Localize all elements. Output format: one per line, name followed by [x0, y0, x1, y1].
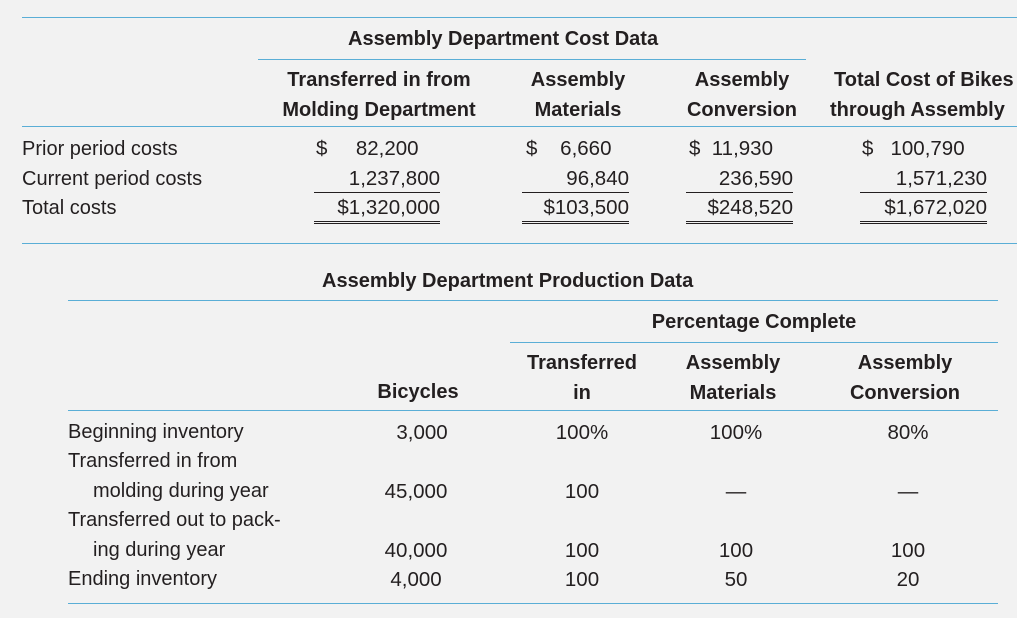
cost-cell-total: $103,500 [522, 196, 629, 224]
production-cell-assembly-conversion: 80% [887, 421, 929, 444]
cost-top-rule [22, 17, 1017, 18]
production-table-title: Assembly Department Production Data [322, 270, 694, 292]
production-cell-assembly-materials: 50 [724, 568, 748, 591]
production-row-label: Transferred out to pack- [68, 509, 281, 531]
production-title-rule [68, 300, 998, 301]
production-cell-assembly-materials: — [725, 480, 747, 503]
production-row-label: Beginning inventory [68, 421, 244, 443]
production-cell-bicycles: 40,000 [384, 539, 448, 562]
cost-col-header-assembly-conversion: Assembly Conversion [686, 69, 798, 121]
production-bottom-rule [68, 603, 998, 604]
cost-cell: $ 6,660 [526, 137, 612, 160]
cost-bottom-rule [22, 243, 1017, 244]
production-row-label-cont: molding during year [93, 480, 269, 502]
production-col-header-assembly-conversion: Assembly Conversion [849, 352, 961, 404]
cost-row-label-prior: Prior period costs [22, 138, 178, 160]
cost-col-header-transferred-in: Transferred in from Molding Department [282, 69, 476, 121]
production-cell-bicycles: 4,000 [390, 568, 442, 591]
cost-cell: $ 100,790 [862, 137, 965, 160]
production-cell-bicycles: 45,000 [384, 480, 448, 503]
production-col-header-bicycles: Bicycles [377, 381, 459, 403]
cost-cell: $ 82,200 [316, 137, 419, 160]
production-cell-assembly-materials: 100% [709, 421, 763, 444]
production-cell-transferred-in: 100 [564, 480, 600, 503]
cost-row-label-total: Total costs [22, 197, 117, 219]
production-header-rule [68, 410, 998, 411]
cost-col-header-assembly-materials: Assembly Materials [530, 69, 626, 121]
cost-col-header-total-cost: Total Cost of Bikes through Assembly [830, 69, 1014, 121]
production-col-header-transferred-in: Transferred in [526, 352, 638, 404]
cost-table-title: Assembly Department Cost Data [348, 28, 659, 50]
production-cell-assembly-conversion: 100 [890, 539, 926, 562]
production-col-header-assembly-materials: Assembly Materials [685, 352, 781, 404]
cost-cell: $ 11,930 [689, 137, 773, 160]
production-row-label-cont: ing during year [93, 539, 226, 561]
production-pct-header: Percentage Complete [651, 311, 857, 333]
production-cell-transferred-in: 100 [564, 568, 600, 591]
production-row-label: Transferred in from [68, 450, 238, 472]
production-cell-bicycles: 3,000 [396, 421, 448, 444]
cost-cell-total: $1,320,000 [314, 196, 440, 224]
production-cell-assembly-conversion: — [897, 480, 919, 503]
production-cell-transferred-in: 100% [555, 421, 609, 444]
cost-header-rule [22, 126, 1017, 127]
production-cell-assembly-conversion: 20 [896, 568, 920, 591]
production-row-label: Ending inventory [68, 568, 217, 590]
cost-cell: 96,840 [522, 167, 629, 193]
cost-cell-total: $248,520 [686, 196, 793, 224]
cost-row-label-current: Current period costs [22, 168, 203, 190]
production-cell-assembly-materials: 100 [718, 539, 754, 562]
production-cell-transferred-in: 100 [564, 539, 600, 562]
cost-cell: 1,237,800 [314, 167, 440, 193]
cost-cell: 1,571,230 [860, 167, 987, 193]
cost-cell-total: $1,672,020 [860, 196, 987, 224]
cost-title-rule [258, 59, 806, 60]
cost-cell: 236,590 [686, 167, 793, 193]
production-pct-rule [510, 342, 998, 343]
